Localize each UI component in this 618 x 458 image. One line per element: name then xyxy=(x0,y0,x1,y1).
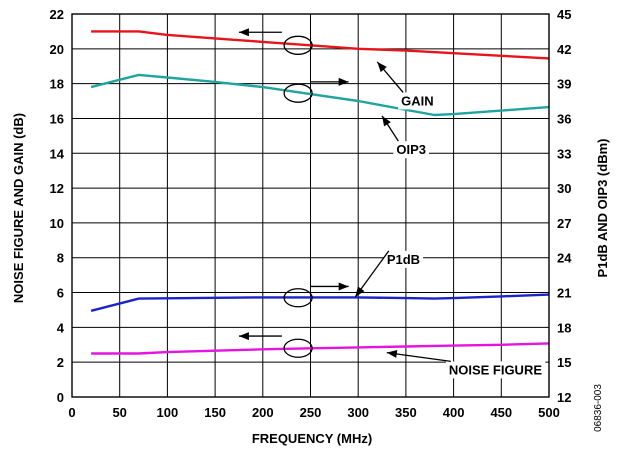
annotation: OIP3 xyxy=(381,115,429,159)
arrow-head xyxy=(238,28,249,37)
series-line-noise-figure xyxy=(91,342,550,355)
series-lines xyxy=(90,30,550,355)
x-tick-label: 150 xyxy=(204,405,226,420)
axis-pointer xyxy=(283,77,349,103)
plot-frame xyxy=(71,13,550,398)
pointer-ellipse xyxy=(283,35,313,55)
y-left-tick-label: 22 xyxy=(50,7,64,22)
series-line-oip3 xyxy=(90,73,550,117)
y-left-tick-label: 10 xyxy=(50,216,64,231)
y-right-tick-label: 39 xyxy=(557,77,571,92)
pointer-ellipse xyxy=(283,338,313,358)
y-left-axis-title: NOISE FIGURE AND GAIN (dB) xyxy=(11,113,26,303)
y-right-axis-title: P1dB AND OIP3 (dBm) xyxy=(595,139,610,278)
x-tick-label: 500 xyxy=(538,405,560,420)
annotation-label-bg xyxy=(383,250,424,268)
annotation-arrow-head xyxy=(382,115,391,127)
annotation: GAIN xyxy=(376,61,437,110)
y-left-tick-label: 0 xyxy=(57,390,64,405)
y-right-tick-label: 21 xyxy=(557,286,571,301)
y-right-tick-label: 24 xyxy=(557,251,572,266)
annotation-label: GAIN xyxy=(401,93,434,108)
arrow-head xyxy=(338,77,349,86)
y-right-tick-label: 42 xyxy=(557,42,571,57)
annotation-arrow-head xyxy=(377,61,387,73)
grid-lines xyxy=(71,13,550,398)
figure-id: 06836-003 xyxy=(593,384,604,432)
y-left-tick-label: 2 xyxy=(57,355,64,370)
y-left-tick-label: 14 xyxy=(50,146,65,161)
annotation-label-bg xyxy=(398,92,437,110)
axis-pointer xyxy=(238,28,313,55)
arrow-head xyxy=(238,332,249,341)
x-tick-label: 250 xyxy=(300,405,322,420)
annotation-label-bg xyxy=(445,361,546,379)
arrow-head xyxy=(338,282,349,291)
y-left-tick-label: 16 xyxy=(50,111,64,126)
annotation: P1dB xyxy=(354,250,424,298)
x-tick-label: 100 xyxy=(157,405,179,420)
x-tick-label: 200 xyxy=(252,405,274,420)
y-left-tick-label: 6 xyxy=(57,286,64,301)
axis-pointer xyxy=(238,332,313,358)
x-tick-label: 300 xyxy=(347,405,369,420)
y-left-tick-label: 20 xyxy=(50,42,64,57)
series-line-p1db xyxy=(90,293,550,312)
x-axis-title: FREQUENCY (MHz) xyxy=(252,431,372,446)
y-left-tick-label: 12 xyxy=(50,181,64,196)
y-right-tick-label: 12 xyxy=(557,390,571,405)
x-tick-label: 450 xyxy=(490,405,512,420)
series-line-gain xyxy=(91,30,550,60)
axis-pointers xyxy=(238,28,349,358)
x-tick-label: 50 xyxy=(112,405,126,420)
annotation-arrow-head xyxy=(355,286,365,297)
annotation: NOISE FIGURE xyxy=(386,349,546,379)
annotation-label: OIP3 xyxy=(396,142,426,157)
annotation-label: P1dB xyxy=(387,252,420,267)
y-right-tick-label: 15 xyxy=(557,355,571,370)
x-tick-label: 400 xyxy=(443,405,465,420)
y-right-tick-label: 18 xyxy=(557,320,571,335)
axis-pointer xyxy=(283,282,349,308)
y-right-tick-label: 45 xyxy=(557,7,571,22)
x-tick-label: 350 xyxy=(395,405,417,420)
y-right-tick-label: 27 xyxy=(557,216,571,231)
y-right-tick-label: 30 xyxy=(557,181,571,196)
annotation-arrow-head xyxy=(386,349,398,358)
y-right-tick-labels: 12 15 18 21 24 27 30 33 36 39 42 45 xyxy=(557,7,572,405)
pointer-ellipse xyxy=(283,288,313,308)
pointer-ellipse xyxy=(283,83,313,103)
annotation-label: NOISE FIGURE xyxy=(449,362,543,377)
annotation-leader xyxy=(386,351,451,363)
x-tick-label: 0 xyxy=(68,405,75,420)
y-right-tick-label: 33 xyxy=(557,146,571,161)
x-tick-labels: 0 50 100 150 200 250 300 350 400 450 500 xyxy=(68,405,559,420)
annotation-label-bg xyxy=(393,141,429,159)
y-right-tick-label: 36 xyxy=(557,111,571,126)
y-left-tick-label: 4 xyxy=(57,320,65,335)
y-left-tick-label: 8 xyxy=(57,251,64,266)
series-annotations: GAIN OIP3 P1dB NOISE FIGURE xyxy=(354,61,546,379)
y-left-tick-labels: 0 2 4 6 8 10 12 14 16 18 20 22 xyxy=(50,7,65,405)
y-left-tick-label: 18 xyxy=(50,77,64,92)
